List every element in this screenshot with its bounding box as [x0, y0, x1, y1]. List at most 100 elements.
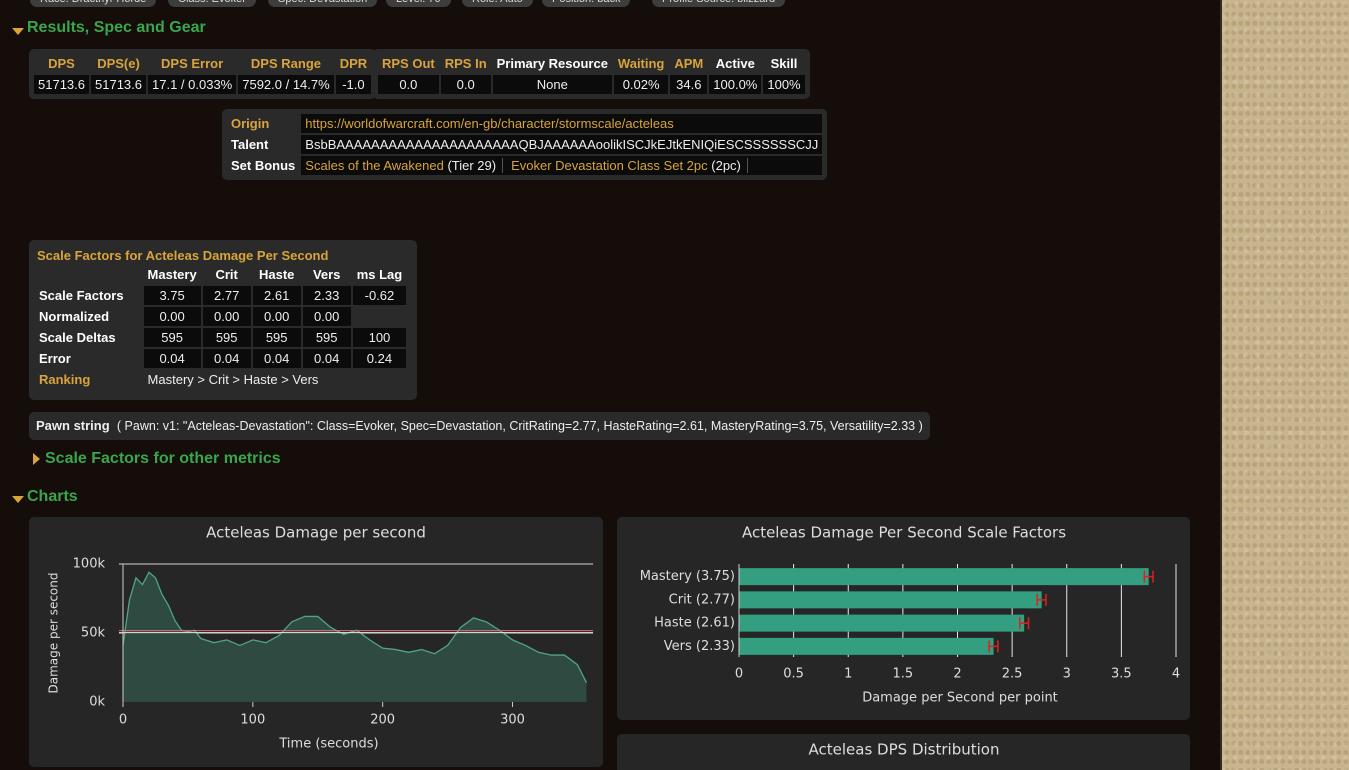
- info-row: Talent BsbBAAAAAAAAAAAAAAAAAAAAAQBJAAAAAA…: [227, 135, 823, 154]
- bar: [739, 614, 1025, 632]
- value-cell: 7592.0 / 14.7%: [238, 75, 334, 94]
- y-tick-label: 50k: [81, 626, 106, 641]
- value-cell: 0.0: [440, 75, 491, 94]
- stats-box: DPS DPS(e) DPS Error DPS Range DPR 51713.6 517…: [29, 49, 377, 99]
- column-header: DPS Range: [250, 56, 321, 71]
- scale-cell: 0.04: [143, 349, 201, 368]
- scale-cell: 0.00: [143, 307, 201, 326]
- category-label: Mastery (3.75): [640, 569, 735, 584]
- ranking-text: Mastery > Crit > Haste > Vers: [147, 372, 319, 387]
- set-bonus-tier: (Tier 29): [447, 158, 497, 173]
- column-header: DPS(e): [97, 56, 140, 71]
- column-header: Waiting: [617, 56, 665, 71]
- parchment-background: [1220, 0, 1349, 770]
- y-tick-label: 0k: [89, 695, 105, 710]
- corner-cell: [35, 265, 142, 284]
- error-bar: [1019, 617, 1030, 630]
- section-header: Scale Factors for other metrics: [45, 450, 281, 467]
- column-header: ms Lag: [356, 267, 403, 282]
- pawn-label: Pawn string: [36, 418, 110, 433]
- header-row: DPS DPS(e) DPS Error DPS Range DPR: [34, 54, 371, 73]
- error-bar: [1036, 593, 1047, 606]
- scale-title: Scale Factors for Acteleas Damage Per Se…: [37, 248, 329, 263]
- column-header: Vers: [312, 267, 341, 282]
- x-tick-label: 3.5: [1111, 667, 1132, 682]
- stats-table: DPS DPS(e) DPS Error DPS Range DPR 51713.6 517…: [32, 52, 373, 96]
- toggle-arrow: [12, 28, 24, 35]
- empty-cell: [353, 307, 407, 326]
- ranking-row: Ranking Mastery > Crit > Haste > Vers: [35, 370, 406, 389]
- value-cell: 51713.6: [91, 75, 146, 94]
- scale-row: Error 0.04 0.04 0.04 0.04 0.24: [35, 349, 407, 368]
- scale-cell: 595: [143, 328, 201, 347]
- chart-title: Acteleas Damage Per Second Scale Factors: [742, 524, 1066, 542]
- column-header: DPS Error: [161, 56, 224, 71]
- x-tick-label: 1: [844, 667, 852, 682]
- info-row: Set Bonus Scales of the Awakened (Tier 29…: [227, 156, 823, 175]
- chart-panel: Acteleas Damage per second 0k 50k 100k 0 100 2…: [29, 517, 603, 767]
- header-row: RPS Out RPS In Primary Resource Waiting APM A…: [378, 54, 805, 73]
- x-tick-label: 3: [1063, 667, 1071, 682]
- bar: [739, 637, 994, 655]
- column-header: Mastery: [147, 267, 197, 282]
- category-label: Haste (2.61): [654, 616, 735, 631]
- x-tick-label: 300: [500, 713, 525, 728]
- set-bonus-tier: (2pc): [711, 158, 741, 173]
- pawn-text: ( Pawn: v1: "Acteleas-Devastation": Clas…: [116, 419, 923, 433]
- column-header: APM: [674, 56, 704, 71]
- scale-row: Normalized 0.00 0.00 0.00 0.00: [35, 307, 406, 326]
- x-axis-label: Time (seconds): [278, 737, 378, 752]
- set-bonus: Scales of the Awakened (Tier 29): [305, 158, 504, 173]
- value-cell: 34.6: [670, 75, 708, 94]
- scale-cell: -0.62: [352, 286, 407, 305]
- scale-row: Scale Deltas 595 595 595 595 100: [35, 328, 407, 347]
- value-cell: 0.02%: [613, 75, 669, 94]
- x-tick-label: 0: [735, 667, 743, 682]
- x-tick-label: 2: [953, 667, 961, 682]
- area: [123, 572, 587, 702]
- row-label: Ranking: [39, 372, 91, 387]
- scale-cell: 2.61: [252, 286, 301, 305]
- column-header: Haste: [258, 267, 295, 282]
- column-header: DPS: [48, 56, 75, 71]
- profile-pill: Profile Source: blizzard: [652, 0, 786, 7]
- category-label: Crit (2.77): [669, 592, 735, 607]
- profile-pill: Position: back: [542, 0, 631, 7]
- profile-pill: Race: Dracthyr Horde: [30, 0, 157, 7]
- value-cell: 100.0%: [709, 75, 762, 94]
- column-header: Skill: [770, 56, 798, 71]
- profile-pill: Class: Evoker: [168, 0, 256, 7]
- x-tick-label: 0.5: [783, 667, 804, 682]
- category-label: Vers (2.33): [664, 639, 735, 654]
- chart-panel: Acteleas DPS Distribution: [617, 734, 1190, 770]
- scale-cell: 595: [252, 328, 301, 347]
- info-box: Origin https://worldofwarcraft.com/en-gb/…: [222, 109, 828, 180]
- scale-cell: 0.00: [302, 307, 351, 326]
- y-axis-label: Damage per second: [47, 573, 61, 694]
- column-header: RPS In: [444, 56, 487, 71]
- scale-cell: 0.00: [252, 307, 301, 326]
- info-label: Talent: [231, 137, 269, 152]
- scale-row: Scale Factors 3.75 2.77 2.61 2.33 -0.62: [35, 286, 407, 305]
- x-tick-label: 4: [1172, 667, 1180, 682]
- scale-cell: 2.77: [202, 286, 251, 305]
- value-cell: 100%: [763, 75, 805, 94]
- scale-cell: 0.04: [302, 349, 351, 368]
- scale-cell: 595: [302, 328, 351, 347]
- chart-panel: Acteleas Damage Per Second Scale Factors…: [617, 517, 1190, 720]
- info-table: Origin https://worldofwarcraft.com/en-gb/…: [225, 112, 824, 177]
- scale-cell: 0.04: [252, 349, 301, 368]
- toggle-arrow: [12, 496, 24, 503]
- info-value: https://worldofwarcraft.com/en-gb/charac…: [301, 114, 823, 133]
- scale-cell: 3.75: [143, 286, 201, 305]
- value-cell: 17.1 / 0.033%: [148, 75, 237, 94]
- scale-cell: 2.33: [302, 286, 351, 305]
- header-row: Mastery Crit Haste Vers ms Lag: [35, 265, 406, 284]
- chart: Acteleas Damage Per Second Scale Factors…: [640, 524, 1180, 706]
- section-header: Charts: [27, 488, 78, 505]
- profile-pill: Level: 70: [386, 0, 451, 7]
- info-value: BsbBAAAAAAAAAAAAAAAAAAAAAQBJAAAAAAoolikI…: [301, 135, 823, 154]
- column-header: Active: [715, 56, 755, 71]
- x-tick-label: 1.5: [893, 667, 914, 682]
